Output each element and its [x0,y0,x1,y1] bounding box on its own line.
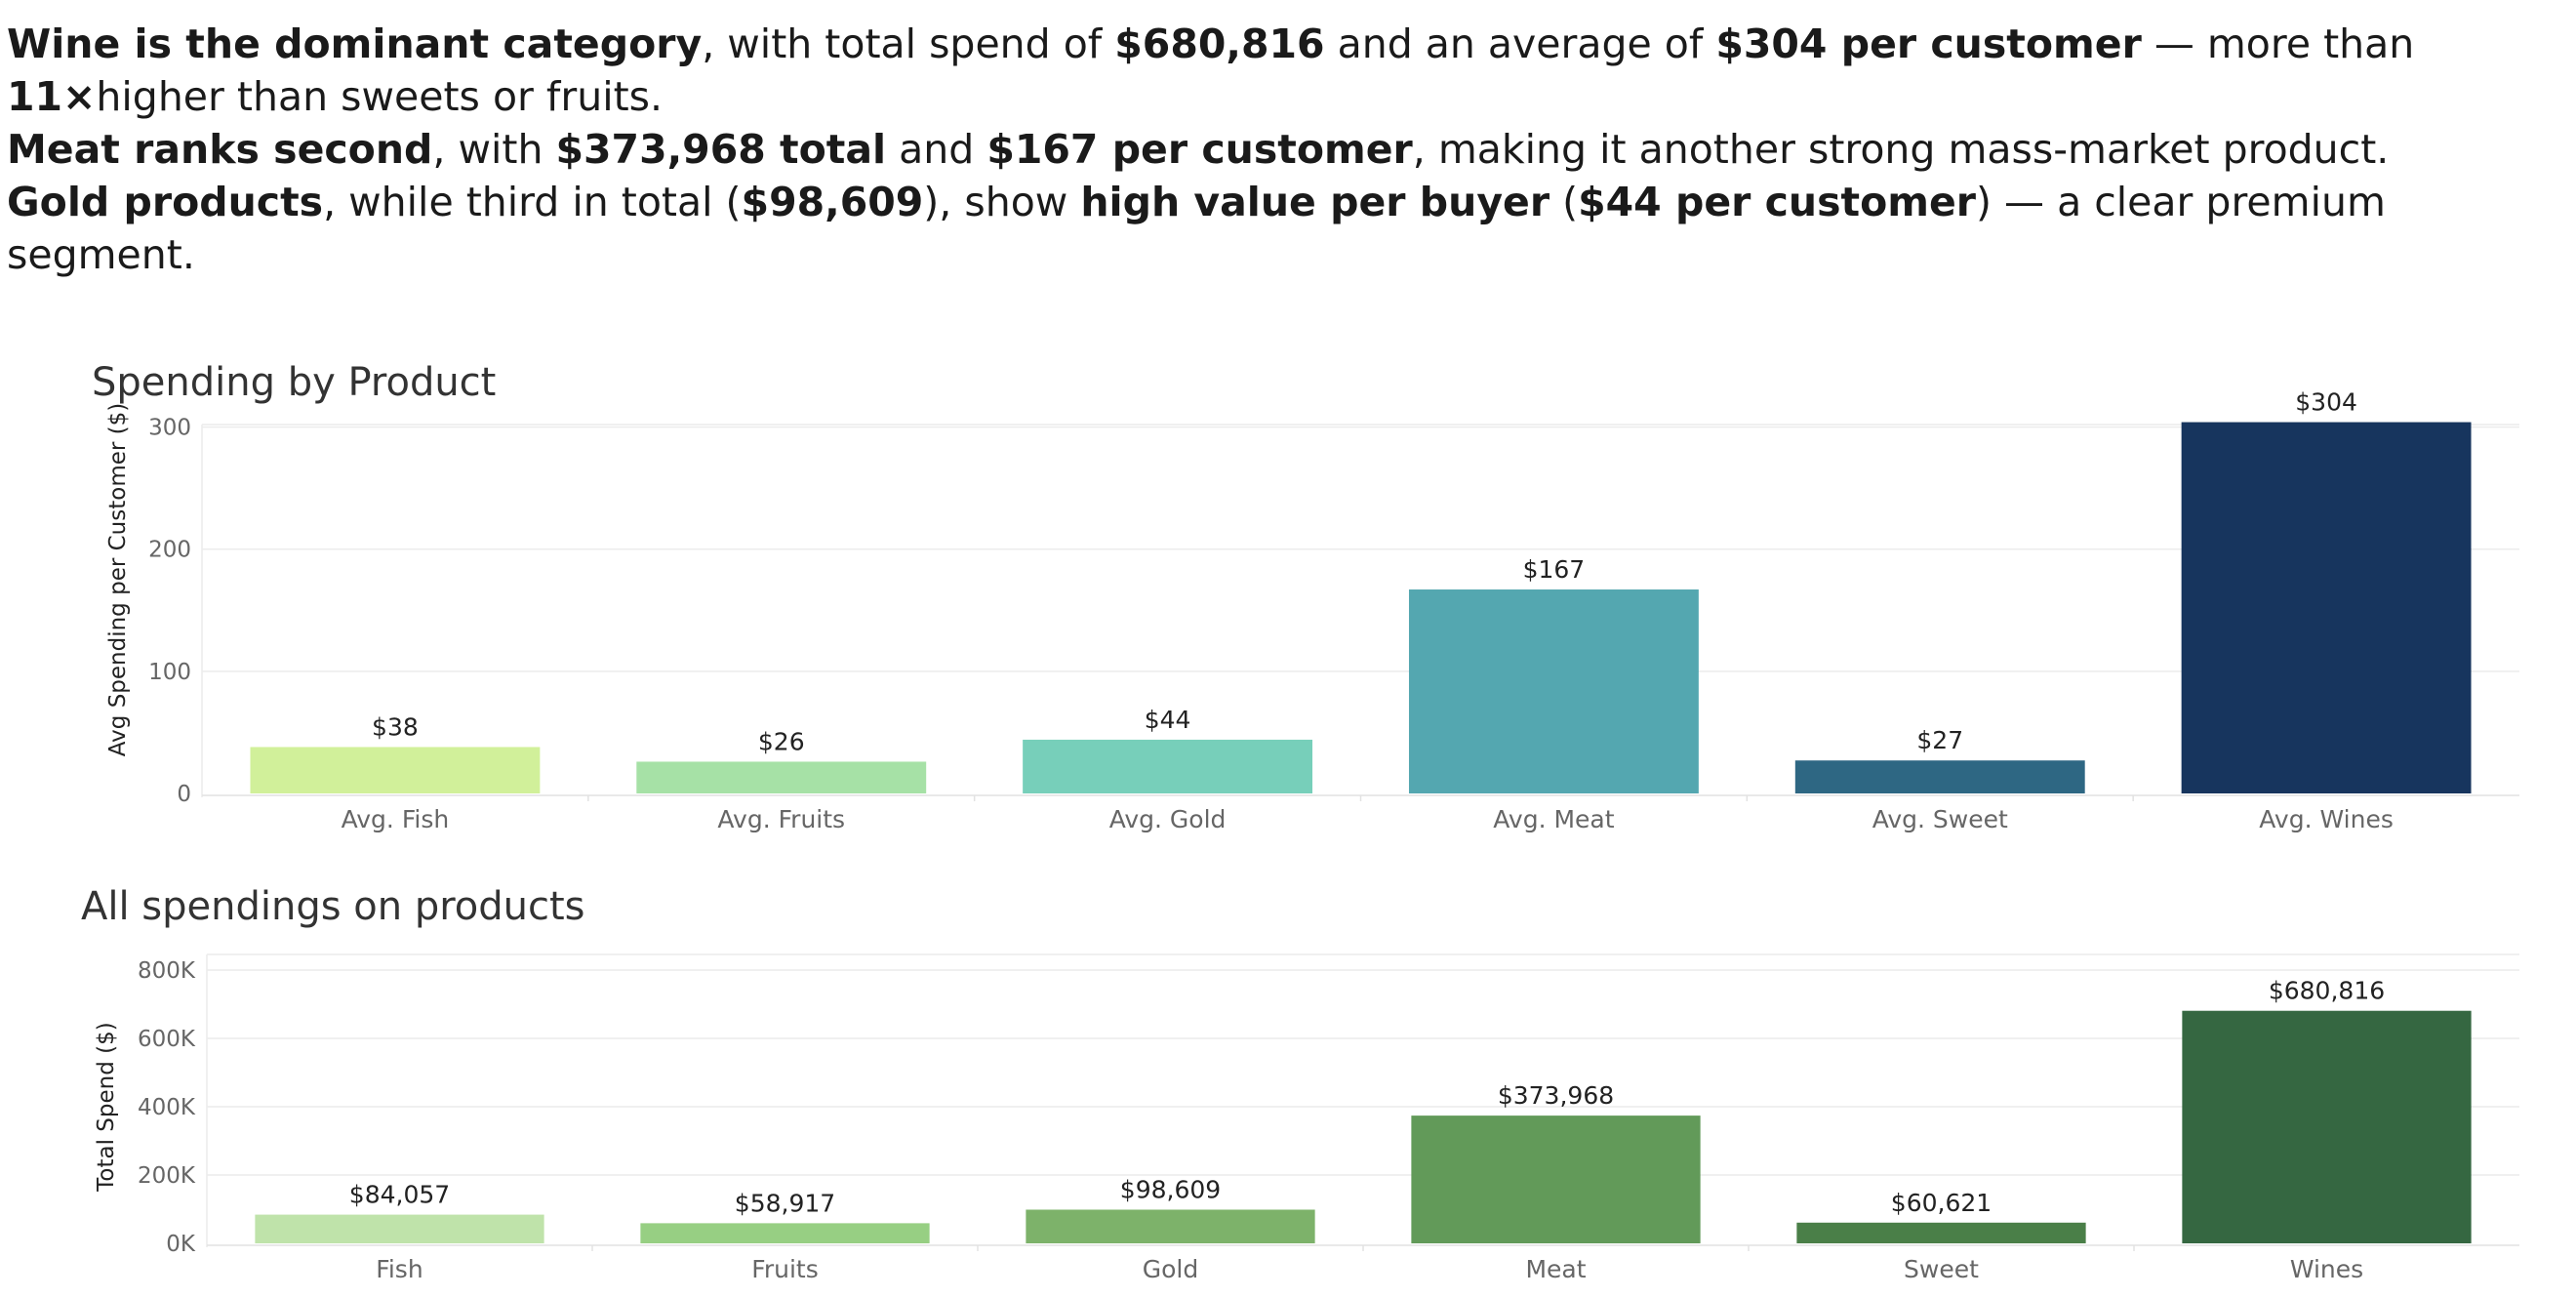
bar [1411,1115,1701,1243]
data-label: $26 [758,727,805,755]
data-label: $27 [1916,726,1963,754]
summary-bold: $680,816 [1114,20,1325,67]
data-label: $58,917 [735,1189,835,1217]
y-axis-label: Avg Spending per Customer ($) [105,403,131,756]
x-category-label: Sweet [1904,1255,1979,1283]
summary-line-meat: Meat ranks second, with $373,968 total a… [7,123,2563,176]
y-tick-label: 300 [148,416,191,441]
chart-title: Spending by Product [92,360,496,405]
summary-bold: Wine is the dominant category [7,20,703,67]
summary-bold: 11× [7,73,97,120]
y-tick-label: 200K [138,1163,196,1189]
x-category-label: Wines [2290,1255,2363,1283]
bar [2181,422,2472,793]
y-tick-label: 0K [166,1232,196,1257]
x-category-label: Meat [1525,1255,1586,1283]
y-tick-label: 200 [148,538,191,563]
y-axis-label: Total Spend ($) [94,1022,119,1192]
y-tick-label: 0 [177,782,191,807]
data-label: $38 [372,712,419,741]
summary-text: higher than sweets or fruits. [96,73,664,120]
bar [2182,1010,2472,1243]
summary-text: — more than [2141,20,2415,67]
y-tick-label: 800K [138,958,196,984]
summary-bold: $167 per customer [986,126,1413,173]
summary-text: ) — a clear premium segment. [7,179,2386,278]
data-label: $304 [2295,388,2357,417]
summary-bold: $98,609 [741,179,924,225]
bar [1794,760,2085,793]
x-category-label: Avg. Meat [1493,805,1614,833]
x-category-label: Gold [1143,1255,1198,1283]
summary-text: , with total spend of [702,20,1115,67]
summary-bold: high value per buyer [1080,179,1550,225]
summary-bold: $304 per customer [1715,20,2142,67]
bar [1023,739,1313,793]
x-category-label: Avg. Fruits [717,805,845,833]
y-tick-label: 600K [138,1027,196,1052]
y-tick-label: 400K [138,1095,196,1120]
x-category-label: Fruits [751,1255,818,1283]
summary-line-wine: Wine is the dominant category, with tota… [7,18,2563,123]
data-label: $98,609 [1120,1175,1221,1203]
chart-title: All spendings on products [81,884,585,929]
summary-bold: Gold products [7,179,324,225]
summary-line-gold: Gold products, while third in total ($98… [7,176,2563,281]
bar [640,1223,930,1243]
x-category-label: Avg. Gold [1109,805,1227,833]
summary-text: , with [432,126,556,173]
data-label: $44 [1145,706,1191,734]
total-spending-chart: All spendings on products Total Spend ($)… [81,884,2519,1283]
summary-bold: Meat ranks second [7,126,433,173]
summary-text: and [886,126,987,173]
data-label: $84,057 [349,1181,450,1209]
data-label: $680,816 [2269,977,2385,1005]
summary-text: , while third in total ( [323,179,742,225]
summary-text: and an average of [1324,20,1716,67]
y-tick-label: 100 [148,660,191,685]
summary-text: ( [1550,179,1579,225]
x-category-label: Avg. Fish [342,805,450,833]
x-category-label: Fish [376,1255,423,1283]
summary-bold: $373,968 total [555,126,887,173]
data-label: $373,968 [1498,1081,1614,1110]
summary-text: ), show [923,179,1081,225]
x-category-label: Avg. Wines [2259,805,2394,833]
x-category-label: Avg. Sweet [1872,805,2008,833]
bar [1026,1209,1315,1243]
insight-summary: Wine is the dominant category, with tota… [7,18,2563,281]
bar [1796,1222,2086,1243]
bar [255,1214,544,1243]
summary-bold: $44 per customer [1578,179,1977,225]
bar [1408,589,1699,793]
bar [636,761,927,793]
bar [250,747,541,793]
summary-text: , making it another strong mass-market p… [1412,126,2390,173]
data-label: $60,621 [1891,1189,1992,1217]
data-label: $167 [1523,555,1586,584]
